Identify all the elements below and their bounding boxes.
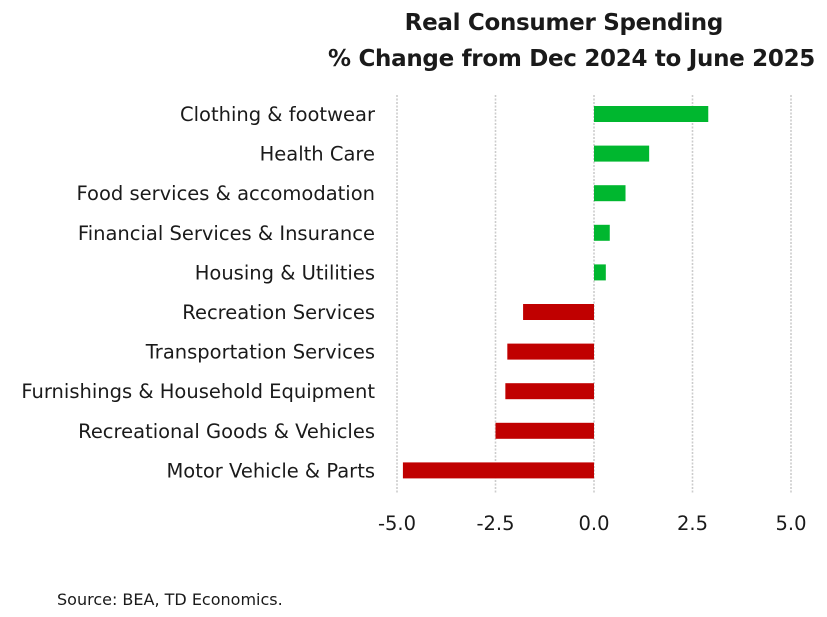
chart-title-line-2: % Change from Dec 2024 to June 2025 (328, 46, 815, 72)
bar (594, 145, 650, 162)
bar (507, 343, 594, 360)
category-label: Furnishings & Household Equipment (21, 380, 375, 403)
x-tick-label: -2.5 (476, 512, 514, 535)
category-label: Clothing & footwear (180, 103, 376, 126)
bar (495, 422, 594, 439)
x-tick-label: 0.0 (578, 512, 609, 535)
bar (594, 106, 709, 122)
x-tick-label: -5.0 (378, 512, 416, 535)
category-label: Health Care (260, 143, 375, 166)
category-label: Recreation Services (182, 301, 375, 324)
category-label: Financial Services & Insurance (78, 222, 375, 245)
category-label: Transportation Services (145, 341, 375, 364)
bar (523, 304, 594, 320)
source-note: Source: BEA, TD Economics. (57, 590, 283, 609)
category-label: Recreational Goods & Vehicles (78, 420, 375, 443)
x-tick-label: 2.5 (677, 512, 708, 535)
bar (594, 264, 606, 281)
category-label: Food services & accomodation (77, 182, 376, 205)
category-label: Motor Vehicle & Parts (166, 459, 375, 482)
bar (402, 462, 594, 479)
x-tick-label: 5.0 (775, 512, 806, 535)
chart-title-line-1: Real Consumer Spending (404, 10, 724, 36)
category-label: Housing & Utilities (195, 261, 375, 284)
bar (505, 383, 594, 400)
bar (594, 185, 626, 202)
bar (594, 224, 610, 241)
